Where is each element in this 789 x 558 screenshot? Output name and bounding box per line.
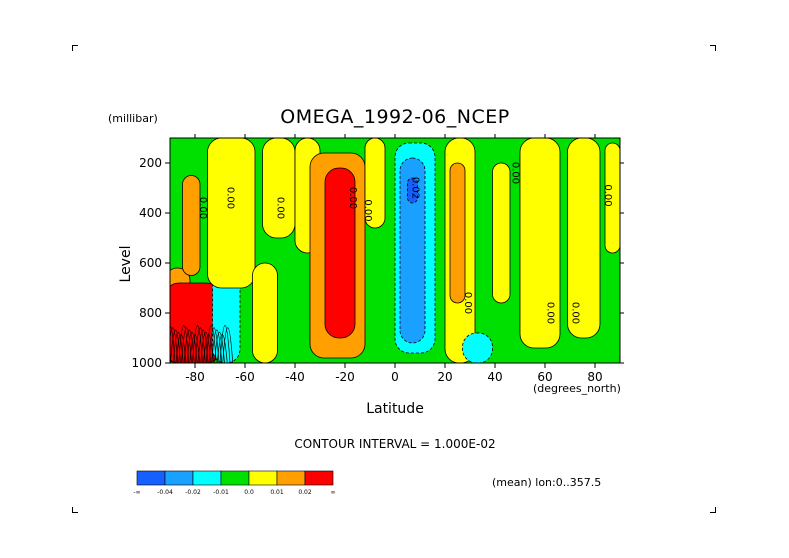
contour-line xyxy=(219,325,231,363)
contour-line xyxy=(194,327,206,363)
contour-region xyxy=(364,138,386,229)
contour-region xyxy=(449,162,466,304)
contour-line xyxy=(181,327,192,363)
x-tick-label: -20 xyxy=(335,370,355,384)
y-tick-label: 400 xyxy=(139,206,162,220)
contour-region xyxy=(407,177,418,204)
colorbar-swatch xyxy=(276,470,306,486)
mean-longitude-note: (mean) lon:0..357.5 xyxy=(492,476,602,489)
contour-label: 0.00 xyxy=(362,199,373,221)
contour-region xyxy=(519,138,561,349)
colorbar-label: -0.02 xyxy=(185,489,201,496)
contour-label: 0.00 xyxy=(462,292,473,314)
contour-region xyxy=(604,142,620,254)
x-tick-label: 0 xyxy=(391,370,399,384)
colorbar-label: ∞ xyxy=(331,489,336,496)
contour-regions: 0.00 0.00 0.00 0.00 0.00 0.02 0.00 0.00 0.00 0.00… xyxy=(170,138,620,363)
x-tick-label: 60 xyxy=(537,370,552,384)
crop-mark-bottom-left xyxy=(72,507,78,513)
contour-label: 0.00 xyxy=(602,184,613,206)
contour-region xyxy=(207,138,256,289)
contour-region xyxy=(170,282,221,363)
x-tick-label: 40 xyxy=(487,370,502,384)
contour-region xyxy=(252,262,278,363)
colorbar-label: -0.04 xyxy=(157,489,173,496)
contour-region xyxy=(262,138,296,239)
colorbar-label: -∞ xyxy=(133,489,140,496)
x-tick-label: 80 xyxy=(587,370,602,384)
y-tick-label: 800 xyxy=(139,306,162,320)
contour-region xyxy=(462,332,493,363)
crop-mark-bottom-right xyxy=(710,507,716,513)
contour-line xyxy=(170,325,176,363)
colorbar-label: 0.02 xyxy=(298,489,312,496)
colorbar-label: 0.01 xyxy=(270,489,284,496)
contour-line xyxy=(178,325,190,363)
x-tick-label: -80 xyxy=(185,370,205,384)
contour-line xyxy=(208,327,220,363)
contour-label: 0.00 xyxy=(510,162,521,184)
x-units-label: (degrees_north) xyxy=(533,382,621,395)
chart-title: OMEGA_1992-06_NCEP xyxy=(280,106,510,128)
contour-region xyxy=(567,138,601,339)
x-tick-label: -60 xyxy=(235,370,255,384)
colorbar-swatch xyxy=(248,470,278,486)
y-tick-label: 1000 xyxy=(131,356,162,370)
y-tick-label: 200 xyxy=(139,156,162,170)
y-tick-label: 600 xyxy=(139,256,162,270)
colorbar-label: 0.0 xyxy=(244,489,254,496)
contour-line xyxy=(170,327,179,363)
colorbar-swatch xyxy=(192,470,222,486)
contour-label: 0.00 xyxy=(347,187,358,209)
contour-line xyxy=(222,327,234,363)
colorbar-swatch xyxy=(164,470,194,486)
y-units-label: (millibar) xyxy=(108,112,158,125)
contour-label: 0.02 xyxy=(410,177,421,199)
contour-label: 0.00 xyxy=(570,302,581,324)
colorbar-swatch xyxy=(220,470,250,486)
crop-mark-top-right xyxy=(710,45,716,51)
y-axis-label: Level xyxy=(118,245,134,283)
contour-interval-text: CONTOUR INTERVAL = 1.000E-02 xyxy=(294,437,496,451)
contour-label: 0.00 xyxy=(545,302,556,324)
x-axis-label: Latitude xyxy=(366,401,424,417)
colorbar-label: -0.01 xyxy=(213,489,229,496)
colorbar-swatch xyxy=(304,470,334,486)
crop-mark-top-left xyxy=(72,45,78,51)
contour-region xyxy=(182,175,201,276)
contour-region xyxy=(399,157,426,344)
contour-line xyxy=(205,325,217,363)
contour-line xyxy=(192,325,203,363)
x-tick-label: -40 xyxy=(285,370,305,384)
x-tick-label: 20 xyxy=(437,370,452,384)
contour-region xyxy=(324,167,356,339)
contour-label: 0.00 xyxy=(275,197,286,219)
contour-label: 0.00 xyxy=(197,197,208,219)
contour-region xyxy=(492,162,511,304)
colorbar-swatch xyxy=(136,470,166,486)
contour-label: 0.00 xyxy=(225,187,236,209)
